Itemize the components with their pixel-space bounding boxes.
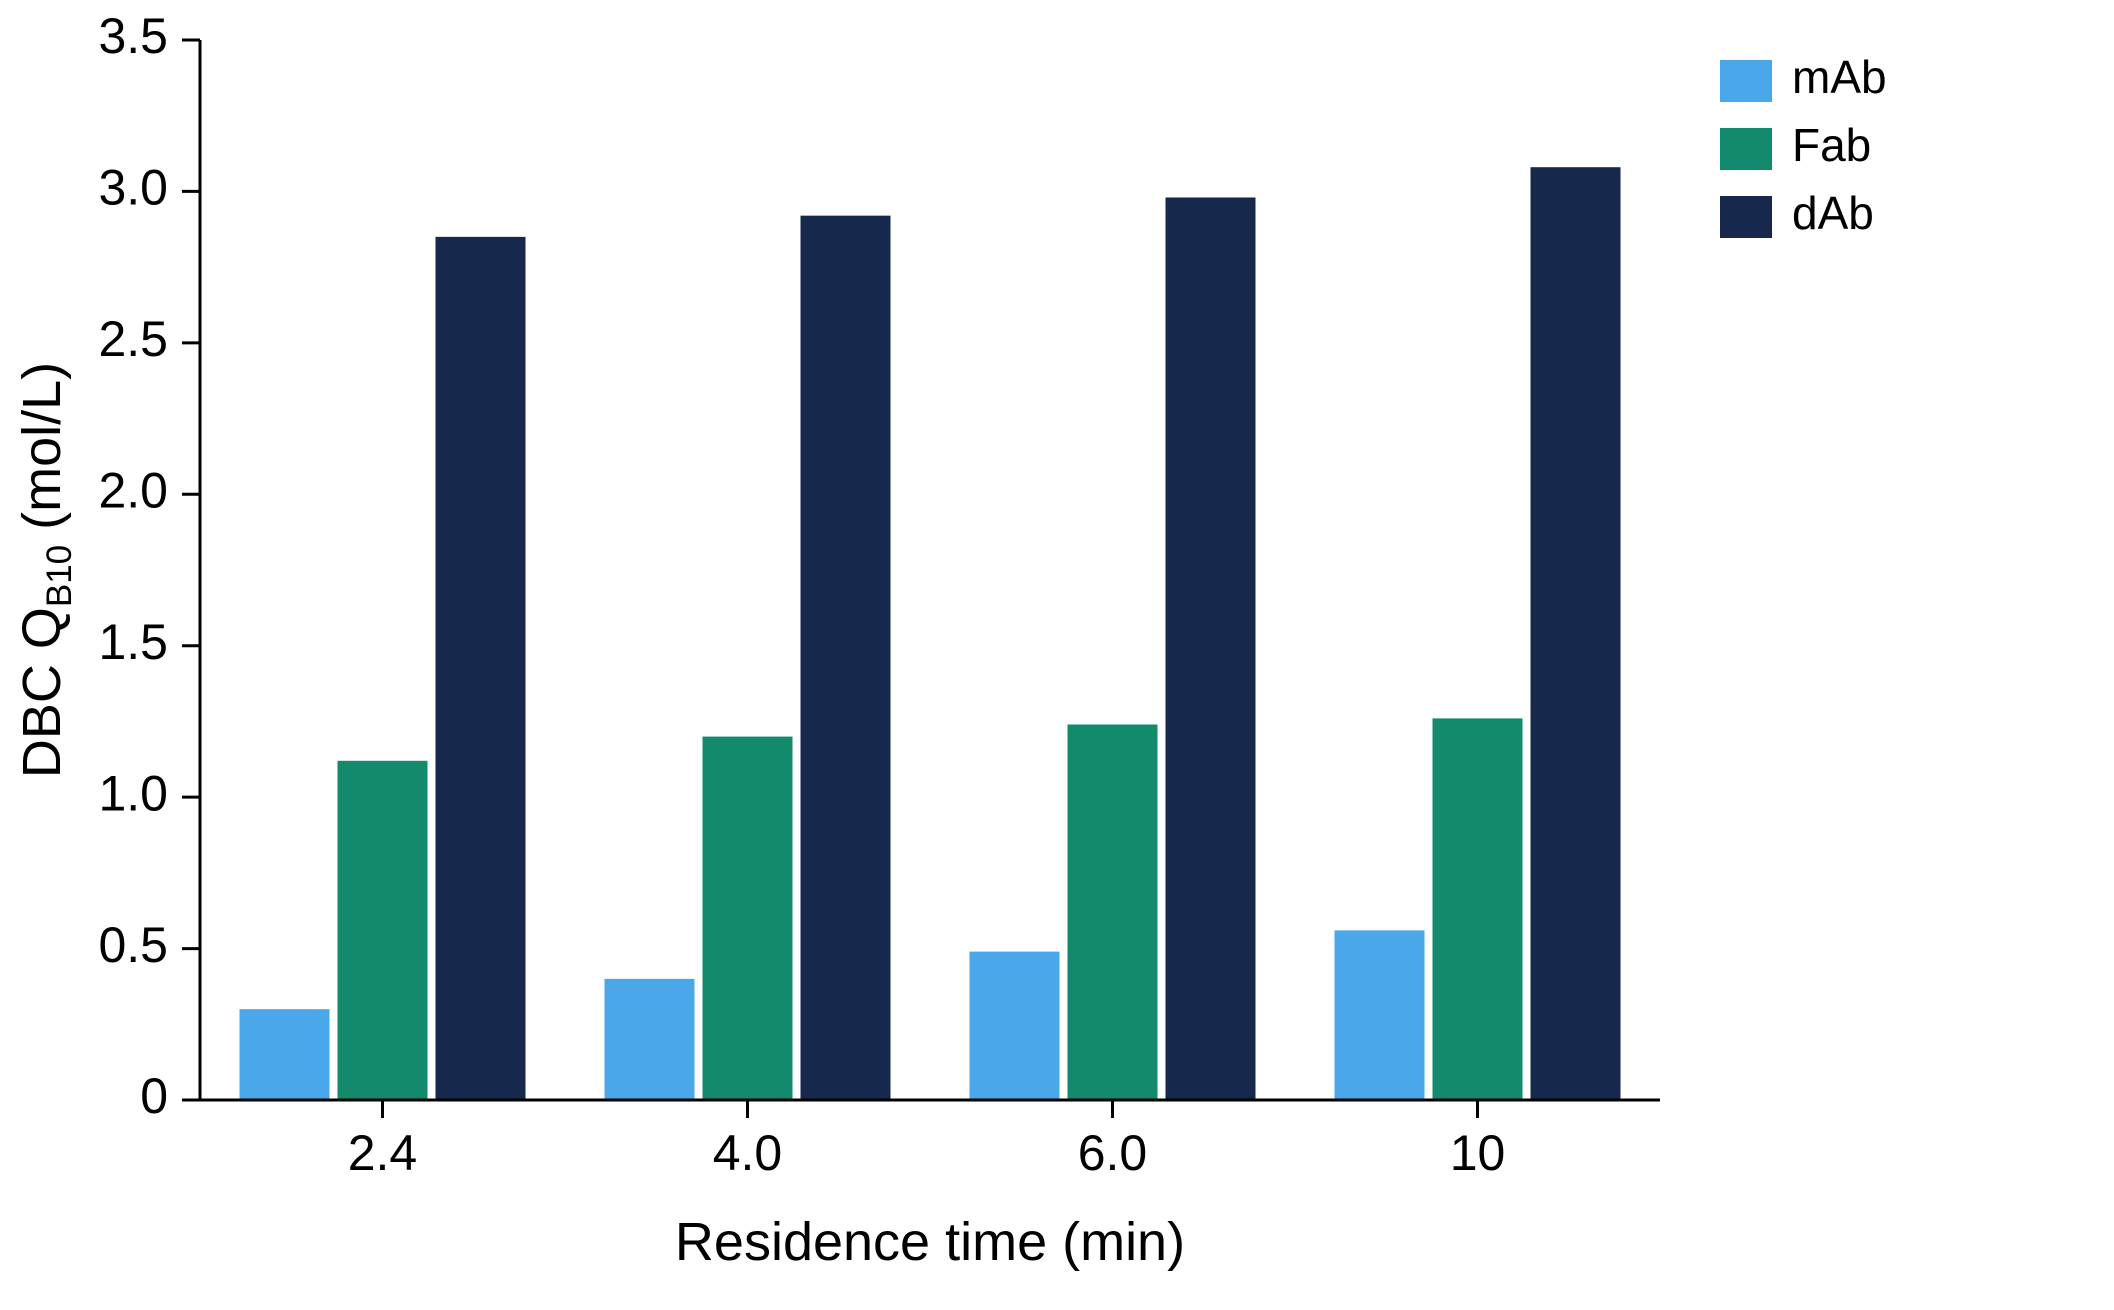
legend-swatch-mab xyxy=(1720,60,1772,102)
y-tick-label: 2.5 xyxy=(98,311,168,367)
x-tick-label: 6.0 xyxy=(1078,1125,1148,1181)
x-tick-label: 10 xyxy=(1450,1125,1506,1181)
y-tick-label: 3.5 xyxy=(98,8,168,64)
bar-fab xyxy=(1433,718,1523,1100)
y-tick-label: 2.0 xyxy=(98,462,168,518)
chart-container: 0 0.5 1.0 1.5 2.0 2.5 3.0 3.5 2.4 4.0 6.0 10 Residen… xyxy=(0,0,2114,1310)
bar-fab xyxy=(1068,724,1158,1100)
x-tick-label: 2.4 xyxy=(348,1125,418,1181)
bar-dab xyxy=(436,237,526,1100)
x-tick-label: 4.0 xyxy=(713,1125,783,1181)
legend-swatch-dab xyxy=(1720,196,1772,238)
legend-label-mab: mAb xyxy=(1792,51,1887,103)
bar-dab xyxy=(801,216,891,1100)
legend-label-fab: Fab xyxy=(1792,119,1871,171)
x-axis-label: Residence time (min) xyxy=(675,1212,1185,1272)
legend-swatch-fab xyxy=(1720,128,1772,170)
y-tick-label: 1.5 xyxy=(98,614,168,670)
y-tick-label: 0 xyxy=(140,1068,168,1124)
bar-mab xyxy=(1335,930,1425,1100)
bar-mab xyxy=(970,952,1060,1100)
legend-label-dab: dAb xyxy=(1792,187,1874,239)
bar-mab xyxy=(605,979,695,1100)
bar-mab xyxy=(240,1009,330,1100)
bar-dab xyxy=(1166,197,1256,1100)
y-tick-label: 3.0 xyxy=(98,160,168,216)
dbc-bar-chart: 0 0.5 1.0 1.5 2.0 2.5 3.0 3.5 2.4 4.0 6.0 10 Residen… xyxy=(0,0,2114,1310)
bar-fab xyxy=(338,761,428,1100)
y-tick-label: 0.5 xyxy=(98,917,168,973)
bar-dab xyxy=(1531,167,1621,1100)
y-tick-label: 1.0 xyxy=(98,765,168,821)
bar-fab xyxy=(703,737,793,1100)
